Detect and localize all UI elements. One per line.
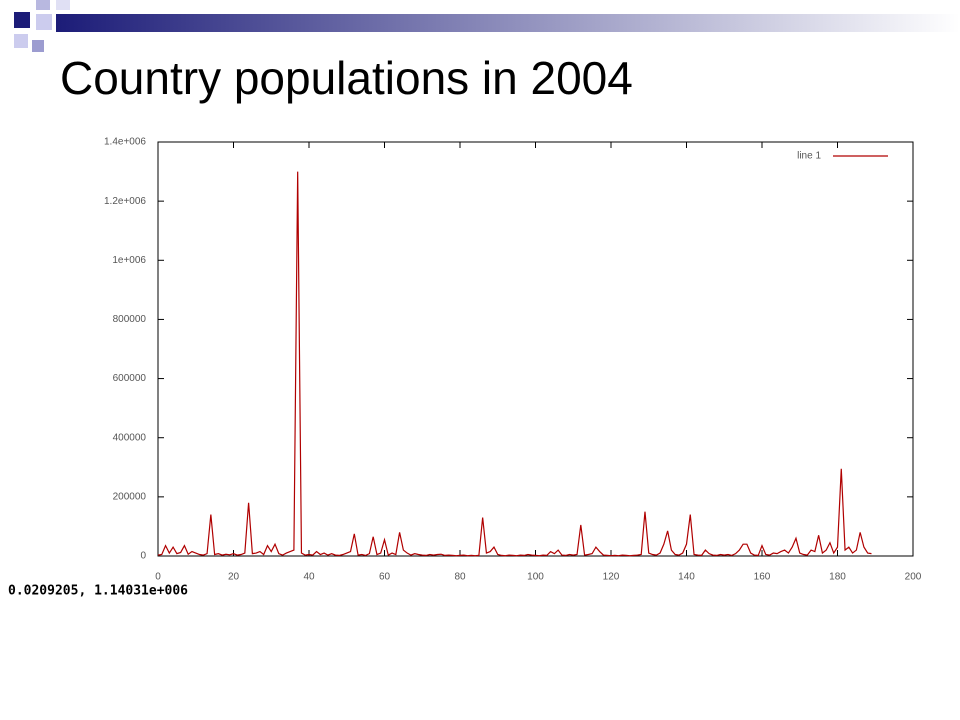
x-tick-label: 120 — [603, 572, 620, 583]
x-tick-label: 80 — [454, 572, 466, 583]
x-tick-label: 180 — [829, 572, 846, 583]
y-tick-label: 600000 — [113, 373, 147, 384]
x-tick-label: 200 — [905, 572, 922, 583]
x-tick-label: 140 — [678, 572, 695, 583]
y-tick-label: 400000 — [113, 432, 147, 443]
data-line — [157, 171, 872, 557]
legend-label: line 1 — [797, 151, 821, 162]
x-tick-label: 60 — [379, 572, 391, 583]
x-tick-label: 20 — [228, 572, 240, 583]
deco-square — [56, 0, 70, 10]
slide-title: Country populations in 2004 — [60, 52, 633, 104]
status-readout: 0.0209205, 1.14031e+006 — [8, 584, 188, 599]
x-tick-label: 100 — [527, 572, 544, 583]
x-tick-label: 0 — [155, 572, 161, 583]
deco-square — [32, 40, 44, 52]
y-tick-label: 1e+006 — [112, 255, 146, 266]
x-tick-label: 160 — [754, 572, 771, 583]
deco-square — [14, 12, 30, 28]
deco-square — [36, 14, 52, 30]
deco-square — [36, 0, 50, 10]
deco-square — [14, 34, 28, 48]
y-tick-label: 800000 — [113, 314, 147, 325]
y-tick-label: 200000 — [113, 491, 147, 502]
y-tick-label: 1.2e+006 — [104, 196, 146, 207]
plot-frame — [157, 141, 914, 557]
y-tick-label: 1.4e+006 — [104, 137, 146, 148]
x-tick-label: 40 — [303, 572, 315, 583]
y-tick-label: 0 — [140, 551, 146, 562]
header-bar — [56, 14, 960, 32]
